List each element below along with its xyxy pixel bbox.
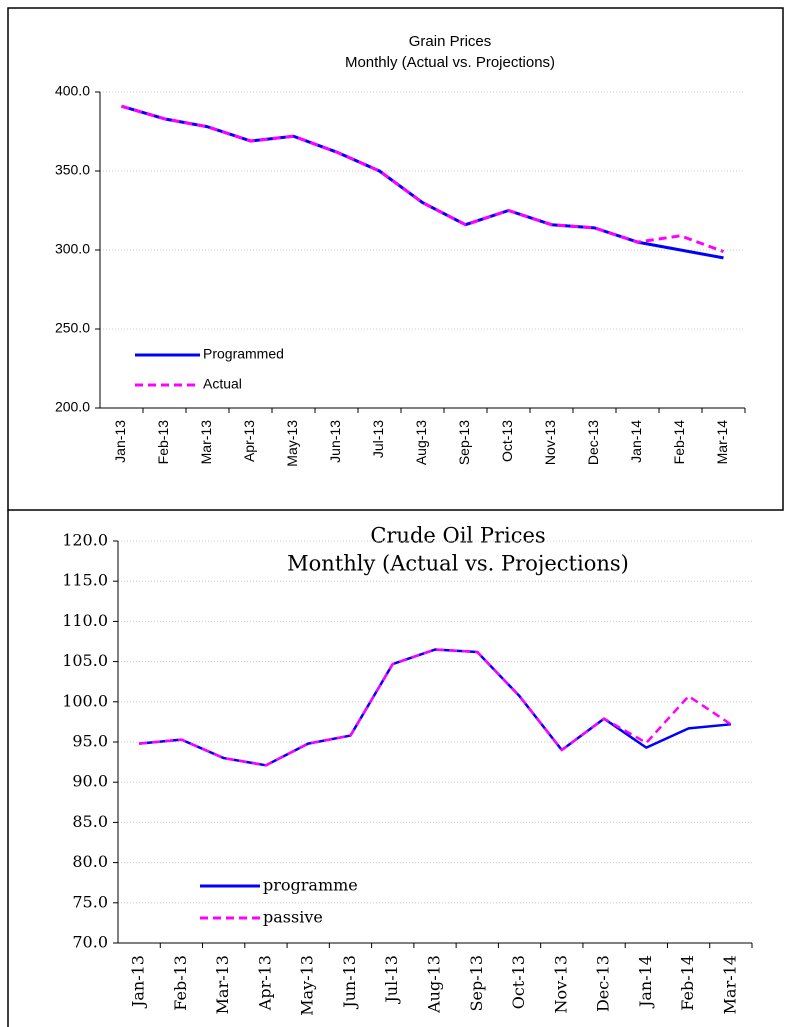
x-tick-label: Jul-13 xyxy=(370,420,386,458)
x-tick-label: Jan-13 xyxy=(112,420,128,463)
x-tick-label: Feb-13 xyxy=(171,955,190,1011)
x-tick-label: Oct-13 xyxy=(509,955,528,1009)
x-tick-label: Dec-13 xyxy=(594,955,613,1012)
x-tick-label: Jun-13 xyxy=(340,955,359,1010)
x-tick-label: Aug-13 xyxy=(413,420,429,465)
x-tick-label: Oct-13 xyxy=(499,420,515,462)
series-line xyxy=(139,648,732,767)
x-tick-label: Mar-14 xyxy=(720,955,739,1014)
x-tick-label: Nov-13 xyxy=(542,420,558,465)
y-tick-label: 85.0 xyxy=(72,812,108,831)
y-tick-label: 105.0 xyxy=(62,651,108,670)
y-tick-label: 115.0 xyxy=(62,571,108,590)
x-tick-label: Mar-13 xyxy=(213,955,232,1014)
x-tick-label: Mar-14 xyxy=(714,420,730,465)
x-tick-label: May-13 xyxy=(298,955,317,1016)
y-tick-label: 200.0 xyxy=(55,399,90,415)
x-tick-label: Jan-14 xyxy=(636,955,655,1009)
chart-title: Crude Oil Prices xyxy=(370,524,545,548)
x-tick-label: Aug-13 xyxy=(425,955,444,1014)
x-tick-label: Jun-13 xyxy=(327,420,343,463)
x-tick-label: Jan-14 xyxy=(628,420,644,463)
chart-title: Grain Prices xyxy=(409,33,492,50)
y-tick-label: 110.0 xyxy=(62,611,108,630)
y-tick-label: 95.0 xyxy=(72,732,108,751)
series-line xyxy=(121,104,725,253)
chart-subtitle: Monthly (Actual vs. Projections) xyxy=(287,552,629,576)
y-tick-label: 90.0 xyxy=(72,772,108,791)
y-tick-label: 75.0 xyxy=(72,892,108,911)
legend-label: Programmed xyxy=(203,346,284,362)
chart-frame xyxy=(7,7,784,511)
y-tick-label: 300.0 xyxy=(55,241,90,257)
chart: Crude Oil Prices Monthly (Actual vs. Proj… xyxy=(62,524,753,1016)
y-tick-label: 80.0 xyxy=(72,852,108,871)
x-tick-label: Mar-13 xyxy=(198,420,214,465)
chart: Grain Prices Monthly (Actual vs. Projecti… xyxy=(55,33,746,467)
x-tick-label: Nov-13 xyxy=(551,955,570,1013)
x-tick-label: Sep-13 xyxy=(467,955,486,1011)
x-tick-label: Feb-14 xyxy=(678,955,697,1011)
y-tick-label: 350.0 xyxy=(55,162,90,178)
x-tick-label: Jan-13 xyxy=(129,955,148,1009)
x-tick-label: Dec-13 xyxy=(585,420,601,465)
x-tick-label: Apr-13 xyxy=(255,955,274,1011)
legend-label: Actual xyxy=(203,376,242,392)
legend-label: passive xyxy=(263,908,323,927)
y-tick-label: 100.0 xyxy=(62,691,108,710)
x-tick-label: Apr-13 xyxy=(241,420,257,462)
x-tick-label: Jul-13 xyxy=(382,955,401,1005)
x-tick-label: May-13 xyxy=(284,420,300,467)
y-tick-label: 120.0 xyxy=(62,531,108,550)
legend-label: programme xyxy=(263,876,358,895)
y-tick-label: 250.0 xyxy=(55,320,90,336)
y-tick-label: 400.0 xyxy=(55,83,90,99)
y-tick-label: 70.0 xyxy=(72,933,108,952)
series-line xyxy=(139,648,731,767)
x-tick-label: Feb-14 xyxy=(671,420,687,465)
x-tick-label: Feb-13 xyxy=(155,420,171,465)
x-tick-label: Sep-13 xyxy=(456,420,472,465)
chart-subtitle: Monthly (Actual vs. Projections) xyxy=(345,54,555,71)
